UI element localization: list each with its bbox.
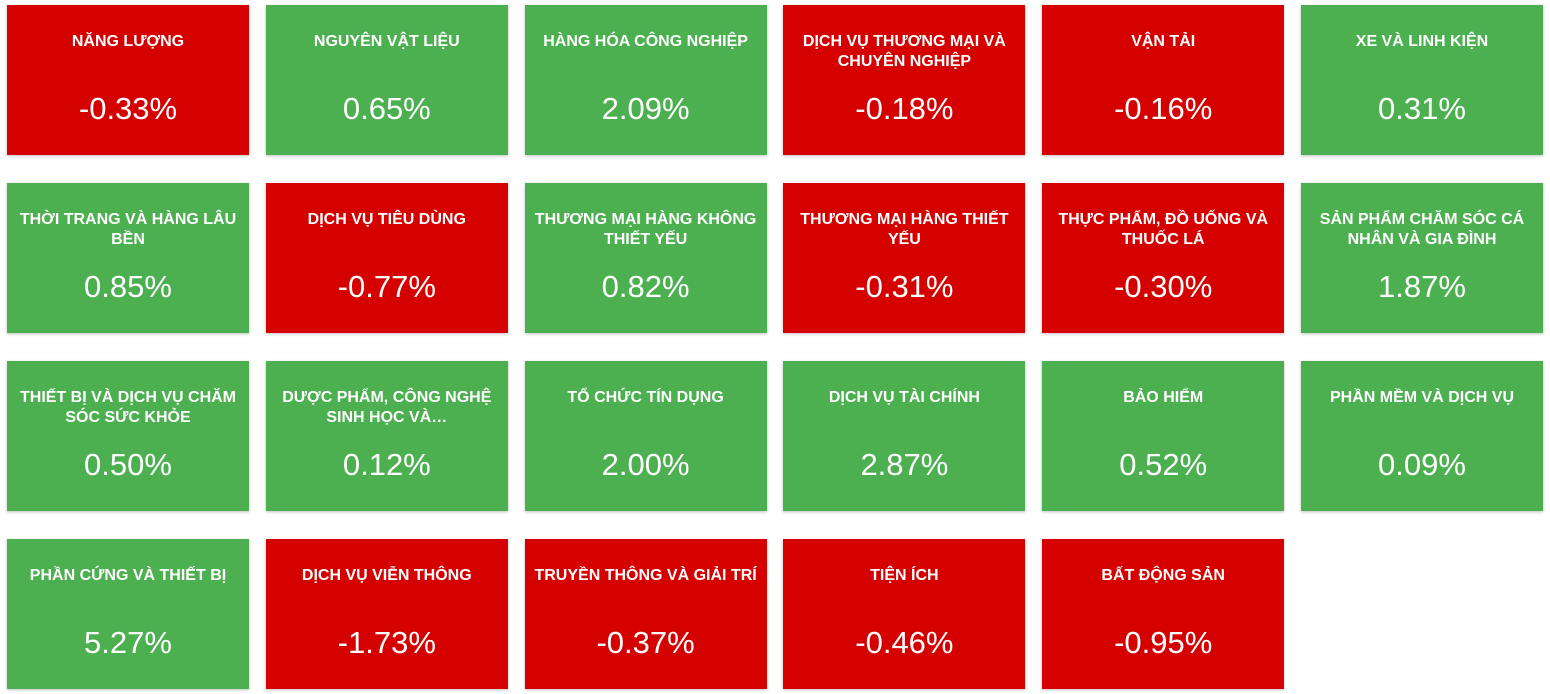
sector-name: NĂNG LƯỢNG	[71, 33, 185, 50]
sector-tile[interactable]: NĂNG LƯỢNG -0.33%	[7, 5, 249, 155]
sector-tile[interactable]: NGUYÊN VẬT LIỆU 0.65%	[265, 5, 508, 155]
sector-change: 0.82%	[601, 269, 690, 304]
sector-tile[interactable]: XE VÀ LINH KIỆN 0.31%	[1301, 5, 1543, 155]
sector-change: -0.33%	[78, 91, 178, 126]
sector-name: BẤT ĐỘNG SẢN	[1101, 567, 1225, 584]
sector-name: THIẾT BỊ VÀ DỊCH VỤ CHĂM SÓC SỨC KHỎE	[20, 389, 236, 426]
sector-name: TỔ CHỨC TÍN DỤNG	[567, 389, 724, 406]
sector-change: 2.00%	[601, 447, 690, 482]
sector-name: VẬN TẢI	[1131, 33, 1196, 50]
sector-name: TIỆN ÍCH	[870, 567, 939, 584]
sector-change: -0.16%	[1114, 91, 1213, 126]
sector-name: DỊCH VỤ TÀI CHÍNH	[828, 389, 980, 406]
sector-name: PHẦN CỨNG VÀ THIẾT BỊ	[29, 567, 227, 584]
sector-name: SẢN PHẨM CHĂM SÓC CÁ NHÂN VÀ GIA ĐÌNH	[1319, 211, 1525, 248]
sector-tile[interactable]: PHẦN MỀM VÀ DỊCH VỤ 0.09%	[1301, 361, 1543, 511]
sector-change: 0.50%	[84, 447, 172, 482]
sector-tile[interactable]: THỜI TRANG VÀ HÀNG LÂU BỀN 0.85%	[7, 183, 249, 333]
sector-change: 2.87%	[860, 447, 949, 482]
sector-name: THƯƠNG MẠI HÀNG KHÔNG THIẾT YẾU	[534, 211, 757, 248]
sector-change: -0.46%	[855, 625, 954, 660]
sector-change: -0.77%	[337, 269, 436, 304]
sector-name: DỊCH VỤ TIÊU DÙNG	[307, 211, 466, 228]
sector-name: THƯƠNG MẠI HÀNG THIẾT YẾU	[800, 211, 1009, 248]
sector-change: 0.09%	[1378, 447, 1466, 482]
sector-change: -0.37%	[596, 625, 695, 660]
sector-tile[interactable]: TRUYỀN THÔNG VÀ GIẢI TRÍ -0.37%	[524, 539, 767, 689]
sector-tile[interactable]: HÀNG HÓA CÔNG NGHIỆP 2.09%	[524, 5, 767, 155]
sector-change: 1.87%	[1378, 269, 1466, 304]
sector-name: TRUYỀN THÔNG VÀ GIẢI TRÍ	[534, 567, 757, 584]
sector-change: 0.52%	[1119, 447, 1208, 482]
sector-change: -1.73%	[337, 625, 436, 660]
sector-name: THỰC PHẨM, ĐỒ UỐNG VÀ THUỐC LÁ	[1058, 211, 1269, 248]
sector-name: XE VÀ LINH KIỆN	[1355, 33, 1489, 50]
sector-tile[interactable]: DỊCH VỤ THƯƠNG MẠI VÀ CHUYÊN NGHIỆP -0.18…	[783, 5, 1026, 155]
sector-name: HÀNG HÓA CÔNG NGHIỆP	[543, 33, 748, 50]
sector-name: THỜI TRANG VÀ HÀNG LÂU BỀN	[19, 211, 237, 248]
sector-tile[interactable]: TỔ CHỨC TÍN DỤNG 2.00%	[524, 361, 767, 511]
sector-tile[interactable]: THƯƠNG MẠI HÀNG THIẾT YẾU -0.31%	[783, 183, 1026, 333]
sector-name: DƯỢC PHẨM, CÔNG NGHỆ SINH HỌC VÀ…	[282, 389, 492, 426]
sector-change: -0.95%	[1114, 625, 1213, 660]
sector-change: 0.65%	[342, 91, 431, 126]
sector-name: DỊCH VỤ THƯƠNG MẠI VÀ CHUYÊN NGHIỆP	[802, 33, 1006, 70]
sector-tile[interactable]: VẬN TẢI -0.16%	[1042, 5, 1285, 155]
sector-tile[interactable]: DỊCH VỤ VIỄN THÔNG -1.73%	[265, 539, 508, 689]
sector-name: NGUYÊN VẬT LIỆU	[313, 33, 460, 50]
sector-change: -0.30%	[1114, 269, 1213, 304]
sector-name: PHẦN MỀM VÀ DỊCH VỤ	[1329, 389, 1514, 406]
sector-tile[interactable]: DỊCH VỤ TÀI CHÍNH 2.87%	[783, 361, 1026, 511]
sector-change: 0.12%	[342, 447, 431, 482]
sector-tile[interactable]: DỊCH VỤ TIÊU DÙNG -0.77%	[265, 183, 508, 333]
sector-name: BẢO HIỂM	[1123, 389, 1204, 406]
sector-change: 5.27%	[84, 625, 172, 660]
sector-tile[interactable]: THỰC PHẨM, ĐỒ UỐNG VÀ THUỐC LÁ -0.30%	[1042, 183, 1285, 333]
sector-tile[interactable]: BẤT ĐỘNG SẢN -0.95%	[1042, 539, 1285, 689]
sector-tile[interactable]: PHẦN CỨNG VÀ THIẾT BỊ 5.27%	[7, 539, 249, 689]
sector-change: -0.31%	[855, 269, 954, 304]
sector-tile[interactable]: THƯƠNG MẠI HÀNG KHÔNG THIẾT YẾU 0.82%	[524, 183, 767, 333]
sector-tile[interactable]: SẢN PHẨM CHĂM SÓC CÁ NHÂN VÀ GIA ĐÌNH 1.8…	[1301, 183, 1543, 333]
sector-tile[interactable]: TIỆN ÍCH -0.46%	[783, 539, 1026, 689]
sector-change: 0.85%	[84, 269, 172, 304]
sector-change: 2.09%	[601, 91, 690, 126]
sector-tile[interactable]: BẢO HIỂM 0.52%	[1042, 361, 1285, 511]
sector-change: 0.31%	[1378, 91, 1466, 126]
sector-change: -0.18%	[855, 91, 954, 126]
sector-tile[interactable]: THIẾT BỊ VÀ DỊCH VỤ CHĂM SÓC SỨC KHỎE 0.5…	[7, 361, 249, 511]
sector-name: DỊCH VỤ VIỄN THÔNG	[301, 567, 472, 584]
sector-tile[interactable]: DƯỢC PHẨM, CÔNG NGHỆ SINH HỌC VÀ… 0.12%	[265, 361, 508, 511]
